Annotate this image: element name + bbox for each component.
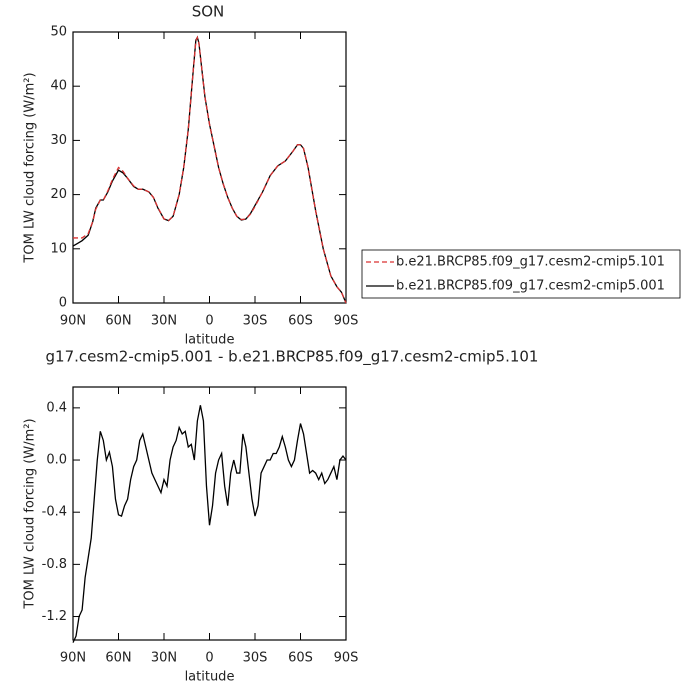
x-tick-label: 60N [105, 314, 131, 329]
plot-frame [72, 31, 347, 304]
x-tick-label: 90S [334, 651, 359, 666]
x-tick-label: 30S [243, 314, 268, 329]
y-tick-label: 10 [50, 241, 67, 256]
y-axis-label: TOM LW cloud forcing (W/m²) [23, 418, 38, 609]
x-tick-label: 90N [60, 651, 86, 666]
x-tick-label: 60S [288, 651, 313, 666]
y-tick-label: -0.4 [42, 505, 67, 520]
x-tick-label: 0 [205, 314, 213, 329]
y-tick-label: 0 [59, 296, 67, 311]
x-tick-label: 30S [243, 651, 268, 666]
y-tick-label: -0.8 [42, 557, 67, 572]
y-tick-label: 50 [50, 25, 67, 40]
legend-box [361, 249, 681, 299]
data-line [72, 35, 347, 304]
y-tick-label: 0.4 [46, 400, 67, 415]
x-tick-label: 90S [334, 314, 359, 329]
x-tick-label: 30N [151, 314, 177, 329]
y-tick-label: 40 [50, 79, 67, 94]
x-axis-label: latitude [185, 333, 235, 348]
x-axis-label: latitude [185, 670, 235, 685]
x-tick-label: 60S [288, 314, 313, 329]
y-axis-label: TOM LW cloud forcing (W/m²) [23, 72, 38, 263]
x-tick-label: 90N [60, 314, 86, 329]
data-line [73, 35, 347, 304]
legend-label: b.e21.BRCP85.f09_g17.cesm2-cmip5.001 [396, 279, 665, 294]
x-tick-label: 0 [205, 651, 213, 666]
x-tick-label: 60N [105, 651, 131, 666]
chart-title: SON [192, 3, 225, 21]
y-tick-label: 20 [50, 187, 67, 202]
plot-frame [72, 386, 347, 641]
legend-label: b.e21.BRCP85.f09_g17.cesm2-cmip5.101 [396, 255, 665, 270]
data-line [72, 405, 347, 643]
x-tick-label: 30N [151, 651, 177, 666]
y-tick-label: -1.2 [42, 609, 67, 624]
y-tick-label: 0.0 [46, 453, 67, 468]
y-tick-label: 30 [50, 133, 67, 148]
chart-title: g17.cesm2-cmip5.001 - b.e21.BRCP85.f09_g… [46, 348, 539, 367]
